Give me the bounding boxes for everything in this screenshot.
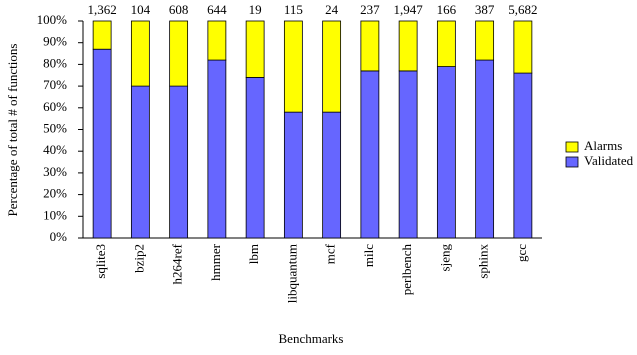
y-tick-label: 10% [43, 207, 67, 222]
y-axis-title: Percentage of total # of functions [5, 44, 20, 217]
x-tick-label: sqlite3 [93, 244, 108, 279]
count-label: 237 [360, 2, 380, 17]
y-tick-label: 20% [43, 186, 67, 201]
bar-segment [360, 70, 380, 239]
count-label: 115 [284, 2, 303, 17]
bar-segment [92, 20, 112, 50]
bar-segment [513, 20, 533, 74]
bar-segment [398, 20, 418, 72]
bar-segment [436, 20, 456, 67]
y-tick-label: 40% [43, 142, 67, 157]
bar-segment [130, 85, 150, 239]
bar-segment [245, 77, 265, 239]
y-tick-label: 60% [43, 99, 67, 114]
bar-segment [475, 20, 495, 61]
bar-segment [245, 20, 265, 78]
y-tick-label: 100% [37, 12, 68, 27]
bar-segment [436, 66, 456, 239]
count-label: 1,947 [394, 2, 424, 17]
count-label: 24 [325, 2, 339, 17]
x-tick-label: lbm [246, 244, 261, 264]
x-tick-label: sjeng [437, 244, 452, 272]
x-axis-title: Benchmarks [279, 331, 344, 346]
legend-label: Validated [584, 153, 634, 168]
x-tick-label: gcc [514, 244, 529, 262]
y-tick-label: 0% [50, 229, 68, 244]
count-label: 1,362 [88, 2, 117, 17]
legend-label: Alarms [584, 138, 622, 153]
bar-segment [398, 70, 418, 239]
x-tick-label: bzip2 [131, 244, 146, 273]
y-tick-label: 70% [43, 77, 67, 92]
bar-segment [322, 20, 342, 113]
legend-swatch [565, 141, 579, 153]
x-tick-label: sphinx [476, 244, 491, 279]
bar-segment [169, 85, 189, 239]
y-tick-label: 80% [43, 55, 67, 70]
bar-segment [92, 48, 112, 239]
y-tick-label: 90% [43, 34, 67, 49]
x-tick-label: milc [361, 244, 376, 267]
bar-segment [207, 20, 227, 61]
count-label: 104 [131, 2, 151, 17]
count-label: 387 [475, 2, 495, 17]
x-tick-label: perlbench [399, 244, 414, 296]
count-label: 166 [437, 2, 457, 17]
bar-segment [513, 72, 533, 239]
bar-segment [130, 20, 150, 87]
x-tick-label: libquantum [284, 244, 299, 303]
count-label: 644 [207, 2, 227, 17]
bar-segment [283, 111, 303, 239]
bar-segment [207, 59, 227, 239]
x-tick-label: mcf [323, 243, 338, 264]
bar-segment [475, 59, 495, 239]
count-label: 608 [169, 2, 189, 17]
bar-segment [169, 20, 189, 87]
bar-segment [283, 20, 303, 113]
y-tick-label: 30% [43, 164, 67, 179]
count-label: 5,682 [508, 2, 537, 17]
legend-swatch [565, 156, 579, 168]
bar-segment [322, 111, 342, 239]
bar-segment [360, 20, 380, 72]
x-tick-label: hmmer [208, 243, 223, 280]
x-tick-label: h264ref [170, 243, 185, 284]
count-label: 19 [249, 2, 262, 17]
y-tick-label: 50% [43, 120, 67, 135]
